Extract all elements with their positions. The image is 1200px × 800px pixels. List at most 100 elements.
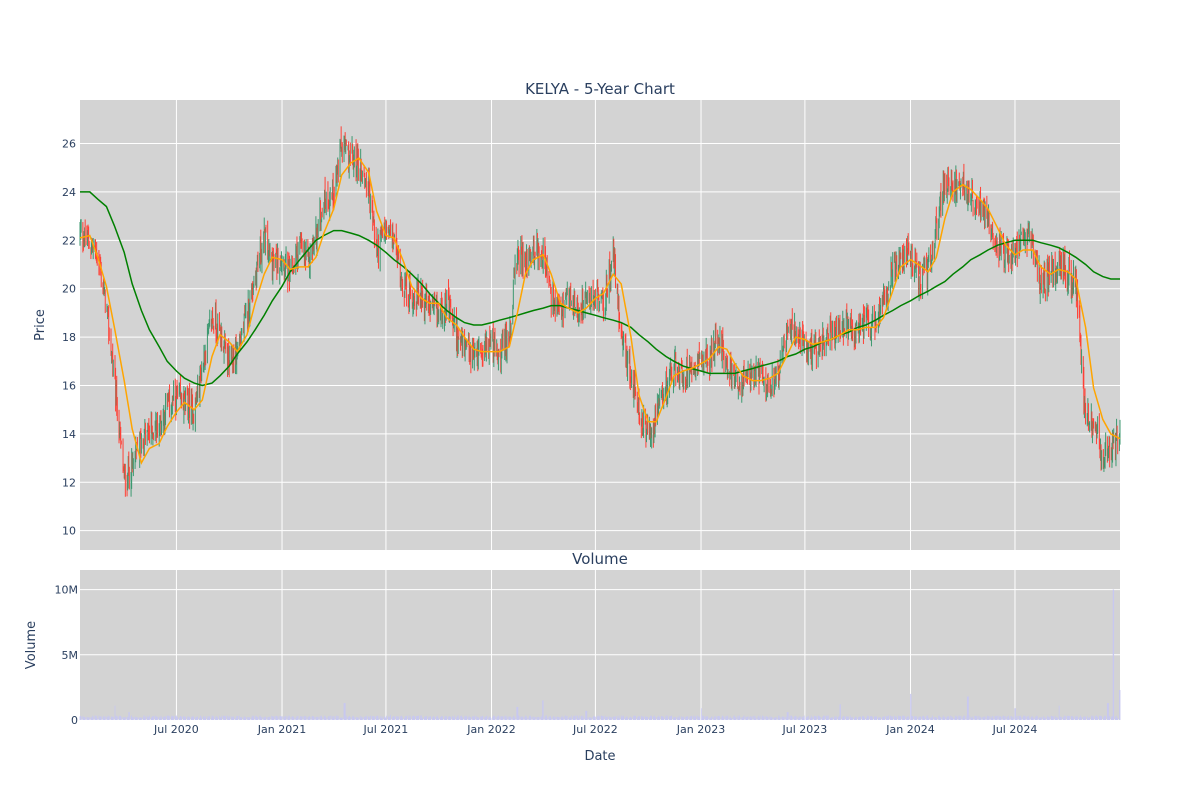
volume-bar: [550, 716, 552, 720]
volume-bar: [1020, 715, 1022, 720]
volume-bar: [954, 715, 956, 720]
volume-bar: [542, 700, 544, 720]
volume-bar: [781, 716, 783, 720]
volume-bar: [497, 716, 499, 720]
volume-bar: [390, 714, 391, 720]
volume-bar: [300, 716, 302, 720]
volume-bar: [529, 716, 531, 720]
volume-bar: [1006, 716, 1008, 720]
volume-bar: [709, 717, 711, 720]
volume-bar: [332, 717, 333, 720]
volume-bar: [236, 716, 238, 720]
volume-bar: [1030, 716, 1032, 720]
volume-bar: [312, 716, 314, 720]
volume-bar: [1046, 717, 1048, 720]
volume-bar: [379, 716, 381, 720]
volume-bar: [100, 716, 102, 720]
volume-bar: [852, 716, 853, 720]
volume-bar: [506, 717, 507, 720]
volume-bar: [235, 717, 236, 720]
volume-bar: [1083, 717, 1085, 720]
volume-bar: [956, 716, 958, 720]
volume-bar: [819, 717, 821, 720]
volume-bar: [409, 715, 411, 720]
volume-bar: [1019, 717, 1021, 720]
volume-bar: [976, 717, 977, 720]
volume-bar: [1020, 717, 1022, 720]
volume-bar: [648, 717, 650, 720]
volume-bar: [654, 715, 655, 720]
volume-bar: [923, 717, 925, 720]
volume-bar: [1073, 717, 1074, 720]
volume-bar: [155, 716, 157, 720]
volume-bar: [229, 715, 231, 720]
volume-bar: [681, 717, 683, 720]
volume-bar: [152, 717, 154, 720]
volume-bar: [192, 715, 194, 720]
volume-bar: [811, 717, 813, 720]
volume-bar: [432, 717, 433, 720]
x-tick-label: Jul 2023: [782, 723, 828, 736]
volume-bar: [936, 717, 938, 720]
volume-bar: [1022, 717, 1024, 720]
volume-bar: [783, 716, 785, 720]
volume-bar: [906, 717, 908, 720]
volume-bar: [821, 717, 823, 720]
volume-bar: [1067, 715, 1069, 720]
volume-bar: [581, 717, 583, 720]
volume-bar: [249, 717, 251, 720]
volume-bar: [498, 716, 500, 720]
volume-bar: [630, 716, 631, 720]
volume-bar: [251, 715, 253, 720]
volume-bar: [405, 716, 406, 720]
volume-bar: [763, 717, 764, 720]
volume-bar: [1000, 716, 1002, 720]
volume-bar: [608, 716, 610, 720]
volume-bar: [333, 716, 335, 720]
volume-bar: [841, 717, 843, 720]
volume-bar: [79, 716, 81, 720]
volume-bar: [276, 716, 278, 720]
volume-bar: [1018, 715, 1020, 720]
volume-bar: [614, 717, 616, 720]
volume-bar: [244, 716, 246, 720]
volume-bar: [1097, 716, 1099, 720]
volume-bar: [1077, 716, 1078, 720]
volume-bar: [906, 717, 907, 720]
volume-bar: [187, 716, 189, 720]
volume-bar: [562, 717, 564, 720]
volume-bar: [453, 717, 455, 720]
volume-bar: [462, 717, 464, 720]
volume-bar: [1076, 715, 1078, 720]
volume-bar: [572, 718, 574, 720]
volume-bar: [1112, 716, 1113, 720]
volume-bar: [546, 715, 548, 720]
volume-bar: [1056, 717, 1058, 720]
volume-bar: [845, 716, 847, 720]
volume-bar: [1049, 717, 1050, 720]
volume-bar: [505, 715, 507, 720]
volume-bar: [958, 717, 960, 720]
volume-bar: [972, 717, 974, 720]
volume-bar: [364, 716, 366, 720]
volume-bar: [526, 717, 528, 720]
volume-bar: [966, 715, 968, 720]
volume-bar: [1110, 717, 1112, 720]
volume-bar: [870, 717, 872, 720]
volume-bar: [871, 716, 872, 720]
volume-bar: [557, 716, 558, 720]
volume-bar: [1100, 715, 1101, 720]
volume-bar: [689, 716, 691, 720]
volume-bar: [592, 717, 594, 720]
volume-bar: [530, 716, 532, 720]
volume-bar: [931, 715, 933, 720]
volume-bar: [513, 717, 515, 720]
volume-bar: [919, 716, 921, 720]
volume-bar: [481, 715, 483, 720]
volume-bar: [142, 717, 144, 720]
volume-bar: [88, 717, 90, 720]
volume-bar: [256, 717, 258, 720]
volume-bar: [209, 716, 211, 720]
volume-bar: [659, 716, 661, 720]
volume-bar: [255, 715, 257, 720]
